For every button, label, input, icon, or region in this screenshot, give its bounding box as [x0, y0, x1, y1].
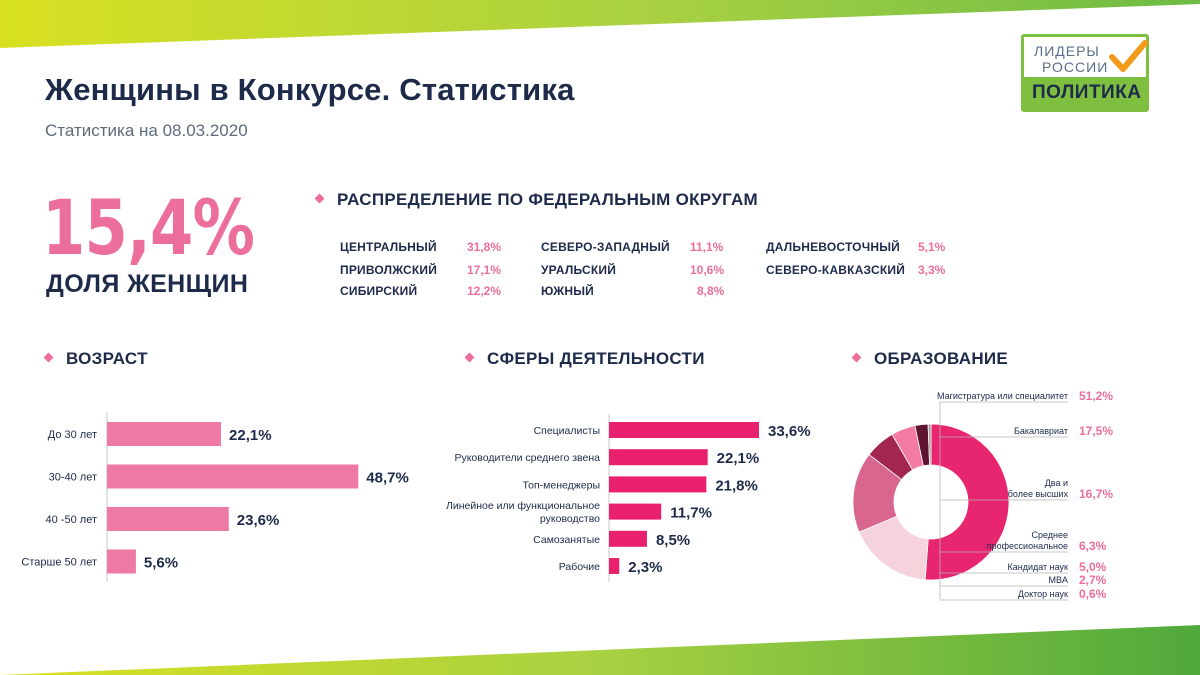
- district-value: 5,1%: [918, 240, 946, 254]
- sector-bar: [609, 503, 662, 520]
- logo-text-line2: РОССИИ: [1042, 59, 1109, 75]
- district-value: 12,2%: [467, 284, 502, 298]
- age-section-title: ВОЗРАСТ: [43, 349, 148, 369]
- sector-value-label: 8,5%: [656, 532, 690, 549]
- sector-category-label: Специалисты: [534, 425, 600, 437]
- age-bar: [107, 422, 222, 446]
- district-value: 8,8%: [697, 284, 725, 298]
- district-name: УРАЛЬСКИЙ: [541, 263, 617, 277]
- education-slice: [927, 423, 932, 466]
- sector-bar: [609, 530, 647, 547]
- women-share-value: 15,4%: [42, 183, 255, 272]
- sectors-section-title: СФЕРЫ ДЕЯТЕЛЬНОСТИ: [464, 349, 705, 369]
- checkmark-icon: [1109, 40, 1148, 72]
- education-value-label: 2,7%: [1079, 573, 1107, 587]
- districts-title-text: РАСПРЕДЕЛЕНИЕ ПО ФЕДЕРАЛЬНЫМ ОКРУГАМ: [337, 190, 758, 209]
- district-value: 10,6%: [690, 263, 725, 277]
- age-value-label: 23,6%: [237, 512, 280, 529]
- district-name: СИБИРСКИЙ: [340, 284, 418, 298]
- education-category-label: MBA: [1048, 575, 1068, 585]
- women-share-label: ДОЛЯ ЖЕНЩИН: [46, 270, 249, 298]
- age-title-text: ВОЗРАСТ: [66, 349, 148, 368]
- sector-bar: [609, 558, 620, 574]
- sector-bar: [609, 476, 707, 493]
- page-subtitle: Статистика на 08.03.2020: [45, 121, 248, 140]
- age-bar: [107, 464, 359, 489]
- education-category-label: Доктор наук: [1018, 589, 1068, 599]
- sector-category-label: Рабочие: [559, 561, 600, 573]
- age-bar: [107, 507, 229, 531]
- age-category-label: 40 -50 лет: [46, 514, 97, 526]
- age-category-label: 30-40 лет: [49, 472, 97, 484]
- sector-value-label: 11,7%: [670, 505, 712, 522]
- education-category-label: Среднее профессиональное: [987, 530, 1068, 551]
- district-value: 3,3%: [918, 263, 946, 277]
- district-value: 31,8%: [467, 240, 502, 254]
- district-name: ЦЕНТРАЛЬНЫЙ: [340, 240, 437, 254]
- district-value: 11,1%: [690, 240, 724, 254]
- sector-value-label: 2,3%: [628, 559, 662, 576]
- education-category-label: Два и более высших: [1008, 478, 1069, 499]
- page-title: Женщины в Конкурсе. Статистика: [45, 72, 575, 107]
- age-value-label: 48,7%: [366, 470, 409, 487]
- age-bar: [107, 549, 136, 574]
- sector-bar: [609, 422, 759, 438]
- education-value-label: 17,5%: [1079, 424, 1113, 438]
- footer-decor-stripe: [0, 625, 1200, 675]
- district-name: СЕВЕРО-КАВКАЗСКИЙ: [766, 263, 906, 277]
- logo: ЛИДЕРЫ РОССИИ ПОЛИТИКА: [1021, 34, 1149, 112]
- age-category-label: Старше 50 лет: [21, 557, 97, 569]
- district-name: ДАЛЬНЕВОСТОЧНЫЙ: [766, 240, 900, 254]
- age-value-label: 5,6%: [144, 555, 178, 572]
- education-title-text: ОБРАЗОВАНИЕ: [874, 349, 1009, 368]
- education-donut-chart: Магистратура или специалитет 51,2% Бакалав…: [852, 389, 1113, 601]
- district-name: СЕВЕРО-ЗАПАДНЫЙ: [541, 240, 670, 254]
- education-value-label: 6,3%: [1079, 539, 1107, 553]
- education-category-label: Кандидат наук: [1008, 562, 1069, 572]
- header-decor-stripe: [0, 0, 1200, 48]
- logo-text-line3: ПОЛИТИКА: [1032, 82, 1142, 103]
- logo-bar: ПОЛИТИКА: [1024, 77, 1146, 109]
- education-value-label: 0,6%: [1079, 587, 1107, 601]
- sector-value-label: 33,6%: [768, 423, 811, 440]
- sector-category-label: Руководители среднего звена: [454, 452, 600, 464]
- education-slice: [924, 423, 1010, 581]
- districts-section-title: РАСПРЕДЕЛЕНИЕ ПО ФЕДЕРАЛЬНЫМ ОКРУГАМ: [314, 190, 758, 210]
- sectors-bar-chart: Специалисты 33,6% Руководители среднего зв…: [446, 414, 811, 582]
- district-name: ЮЖНЫЙ: [541, 284, 594, 298]
- sector-category-label: Топ-менеджеры: [523, 479, 600, 491]
- sectors-title-text: СФЕРЫ ДЕЯТЕЛЬНОСТИ: [487, 349, 705, 368]
- sector-bar: [609, 449, 708, 466]
- sector-value-label: 22,1%: [717, 450, 760, 467]
- district-value: 17,1%: [467, 263, 502, 277]
- education-section-title: ОБРАЗОВАНИЕ: [851, 349, 1009, 369]
- district-name: ПРИВОЛЖСКИЙ: [340, 263, 438, 277]
- logo-text-line1: ЛИДЕРЫ: [1034, 43, 1100, 59]
- sector-value-label: 21,8%: [715, 477, 758, 494]
- education-category-label: Магистратура или специалитет: [937, 391, 1068, 401]
- age-value-label: 22,1%: [229, 427, 272, 444]
- education-value-label: 16,7%: [1079, 487, 1113, 501]
- education-value-label: 5,0%: [1079, 560, 1107, 574]
- age-bar-chart: До 30 лет 22,1% 30-40 лет 48,7% 40 -50 лет 23…: [21, 412, 409, 582]
- sector-category-label: Самозанятые: [533, 534, 600, 546]
- education-category-label: Бакалавриат: [1014, 426, 1068, 436]
- age-category-label: До 30 лет: [48, 429, 97, 441]
- sector-category-label: Линейное или функциональное руководство: [446, 500, 600, 525]
- education-value-label: 51,2%: [1079, 389, 1113, 403]
